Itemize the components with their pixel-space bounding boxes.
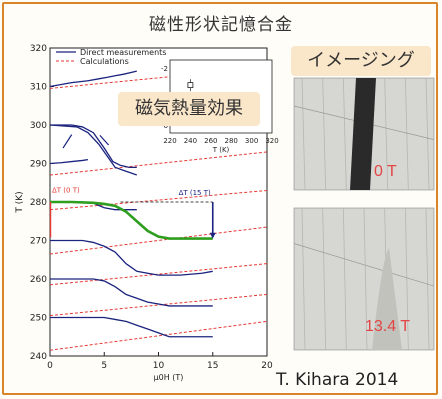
imaging-panel-bottom — [293, 207, 435, 351]
sweep-arrow-up — [62, 134, 73, 149]
inset-x-tick-label: 320 — [265, 137, 278, 145]
calculation-line — [49, 293, 268, 317]
x-tick-label: 10 — [153, 361, 165, 371]
inset-y-tick-label: -6 — [161, 122, 169, 130]
inset-y-tick-label: -2 — [161, 65, 168, 73]
measurement-curve — [49, 159, 89, 165]
imaging-panel-bottom-texture-line — [322, 207, 327, 351]
y-tick-label: 290 — [30, 160, 47, 170]
mce-label: 磁気熱量効果 — [118, 92, 260, 126]
calculation-line — [49, 320, 268, 351]
y-axis-label: T (K) — [15, 191, 25, 213]
imaging-panel-top-texture-line — [425, 77, 430, 191]
delta-t-15-label: ΔT (15 T) — [179, 189, 211, 197]
calculation-line — [49, 189, 268, 211]
imaging-panel-bottom-texture-line — [363, 207, 368, 351]
calculation-line — [49, 151, 268, 176]
y-tick-label: 260 — [30, 275, 47, 285]
x-tick-label: 0 — [47, 361, 53, 371]
author-credit: T. Kihara 2014 — [276, 370, 399, 390]
imaging-panel-top-texture-line — [404, 77, 409, 191]
x-axis-label: μ0H (T) — [154, 373, 184, 382]
x-tick-label: 5 — [101, 361, 107, 371]
measurement-curve — [49, 70, 137, 88]
x-tick-label: 15 — [207, 361, 218, 371]
y-tick-label: 240 — [30, 352, 47, 362]
imaging-panel-top-domain-band — [350, 78, 376, 190]
x-tick-label: 20 — [261, 361, 273, 371]
calculation-line — [49, 226, 268, 255]
field-label-top: 0 T — [374, 163, 397, 180]
delta-t-15-arrowhead — [209, 232, 216, 239]
field-label-bottom: 13.4 T — [365, 318, 411, 335]
delta-t-0-label: ΔT (0 T) — [52, 186, 80, 194]
y-tick-label: 300 — [30, 121, 47, 131]
sweep-arrow-down — [99, 134, 110, 146]
y-tick-label: 320 — [30, 44, 47, 54]
imaging-panel-top-texture-line — [322, 77, 327, 191]
legend-label-calc: Calculations — [80, 57, 129, 66]
measurement-curve — [50, 278, 213, 307]
calculation-line — [49, 263, 268, 286]
inset-x-axis-label: T (K) — [212, 146, 230, 154]
imaging-panel-top-texture-line — [342, 77, 347, 191]
imaging-panel-bottom-texture-line — [293, 243, 435, 287]
legend-label-direct: Direct measurements — [80, 48, 166, 57]
y-tick-label: 280 — [30, 198, 47, 208]
slide-frame — [2, 2, 438, 395]
inset-x-tick-label: 220 — [163, 137, 176, 145]
slide-title: 磁性形状記憶合金 — [149, 15, 293, 35]
inset-x-tick-label: 240 — [184, 137, 197, 145]
inset-point — [187, 82, 194, 88]
inset-x-tick-label: 280 — [225, 137, 238, 145]
measurement-curve — [50, 239, 213, 276]
inset-x-tick-label: 260 — [204, 137, 217, 145]
highlight-curve — [50, 200, 213, 240]
measurement-curve — [49, 124, 138, 176]
imaging-panel-top-texture-line — [301, 77, 306, 191]
imaging-panel-top-texture-line — [384, 77, 389, 191]
imaging-panel-bottom-domain-band — [372, 248, 402, 350]
y-tick-label: 250 — [30, 314, 47, 324]
measurement-curve — [50, 316, 213, 338]
y-tick-label: 310 — [30, 83, 47, 93]
inset-x-tick-label: 300 — [245, 137, 258, 145]
y-tick-label: 270 — [30, 237, 47, 247]
measurement-curve — [50, 124, 137, 169]
imaging-panel-bottom-texture-line — [425, 207, 430, 351]
imaging-panel-bottom-texture-line — [342, 207, 347, 351]
imaging-panel-bottom-texture-line — [404, 207, 409, 351]
imaging-label: イメージング — [291, 46, 431, 76]
imaging-panel-bottom-texture-line — [301, 207, 306, 351]
